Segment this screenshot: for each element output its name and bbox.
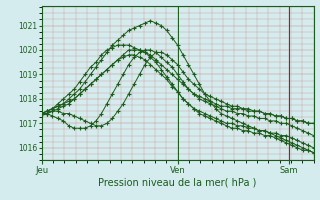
X-axis label: Pression niveau de la mer( hPa ): Pression niveau de la mer( hPa ) bbox=[99, 177, 257, 187]
